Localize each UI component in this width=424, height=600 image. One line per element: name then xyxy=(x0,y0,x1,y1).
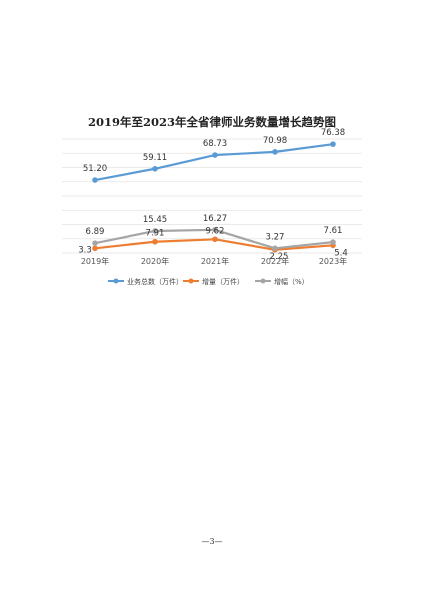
chart-title: 2019年至2023年全省律师业务数量增长趋势图 xyxy=(87,115,336,129)
data-point xyxy=(92,240,98,246)
data-point xyxy=(212,236,218,243)
x-tick-label: 2019年 xyxy=(81,256,109,266)
data-point xyxy=(92,245,98,252)
x-tick-label: 2020年 xyxy=(141,256,169,266)
data-point xyxy=(212,227,218,233)
legend-swatch-marker xyxy=(260,278,266,284)
legend-label: 业务总数（万件） xyxy=(127,277,183,286)
legend-label: 增幅（%） xyxy=(274,277,309,286)
legend-swatch-marker xyxy=(188,278,194,284)
data-label: 7.61 xyxy=(324,226,343,236)
series-line-1 xyxy=(94,143,334,182)
x-tick-label: 2021年 xyxy=(201,256,229,266)
data-label: 51.20 xyxy=(83,164,107,174)
legend: 业务总数（万件） 增量（万件） 增幅（%） xyxy=(108,277,309,286)
x-tick-label: 2023年 xyxy=(319,256,347,266)
data-point xyxy=(330,239,336,245)
data-label: 16.27 xyxy=(203,214,227,224)
data-point xyxy=(330,141,336,147)
data-label: 7.91 xyxy=(146,229,165,239)
data-label: 59.11 xyxy=(143,153,167,163)
data-point xyxy=(152,238,158,245)
line-chart: 51.20 59.11 68.73 70.98 76.38 3.3 7.91 9.62 2.25… xyxy=(62,128,362,286)
x-axis-ticks: 2019年 2020年 2021年 2022年 2023年 xyxy=(81,256,347,266)
data-label: 70.98 xyxy=(263,136,287,146)
data-label: 3.27 xyxy=(266,232,285,242)
data-point xyxy=(272,245,278,252)
data-label: 5.4 xyxy=(334,248,348,258)
series-points xyxy=(92,141,336,253)
legend-swatch-marker xyxy=(113,278,119,284)
data-point xyxy=(152,165,158,172)
page-number: —3— xyxy=(201,537,223,546)
data-label: 2.25 xyxy=(270,252,289,262)
data-point xyxy=(152,228,158,234)
data-label: 3.3 xyxy=(78,245,92,255)
data-point xyxy=(92,177,98,183)
x-tick-label: 2022年 xyxy=(261,256,289,266)
data-point xyxy=(272,149,278,155)
data-label: 6.89 xyxy=(86,227,105,237)
data-label: 15.45 xyxy=(143,215,167,225)
data-point xyxy=(212,152,218,158)
data-labels: 51.20 59.11 68.73 70.98 76.38 3.3 7.91 9.62 2.25… xyxy=(78,128,348,262)
legend-label: 增量（万件） xyxy=(202,277,244,286)
data-label: 76.38 xyxy=(321,128,345,138)
data-label: 9.62 xyxy=(206,226,225,236)
data-label: 68.73 xyxy=(203,139,227,149)
